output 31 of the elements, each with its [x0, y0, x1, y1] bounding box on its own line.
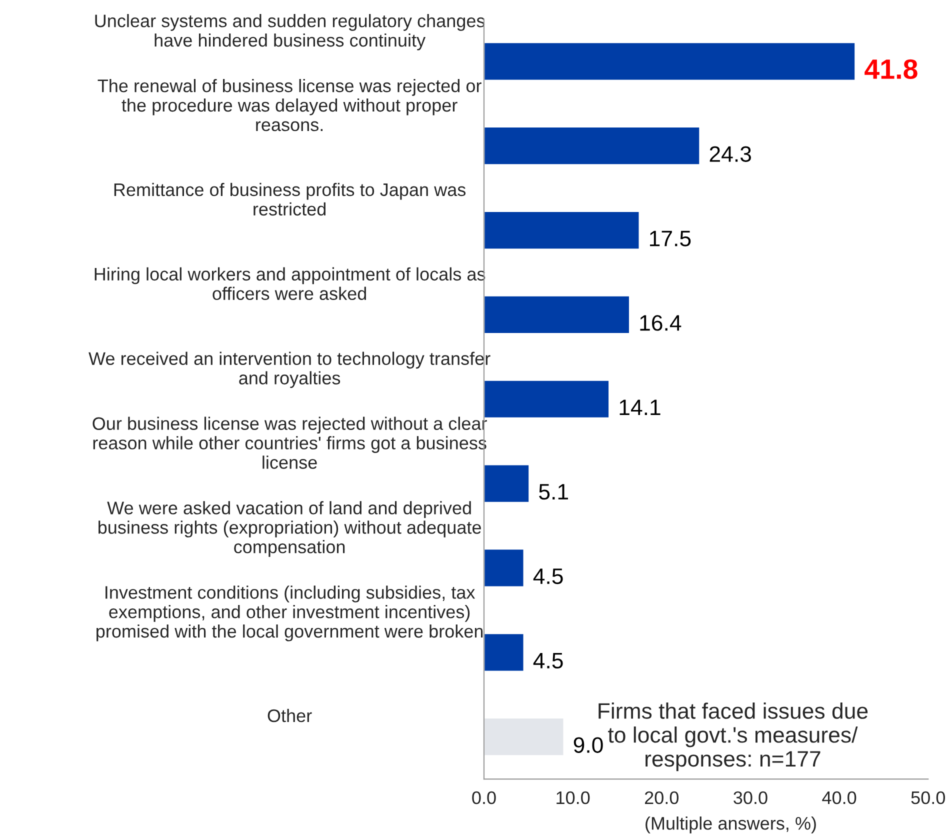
data-label: 5.1: [539, 484, 568, 500]
bar: [484, 42, 856, 82]
y-tick-label: Remittance of business profits to Japan was restricted: [114, 182, 466, 216]
y-tick-label: Unclear systems and sudden regulatory changes have hindered business continuity: [95, 14, 485, 50]
data-label: 17.5: [650, 230, 691, 246]
data-label: 14.1: [620, 400, 660, 416]
y-tick-label: Other: [268, 708, 312, 722]
bar: [484, 548, 525, 588]
bar: [484, 126, 701, 166]
bar: [484, 295, 630, 334]
x-tick-label: 0.0: [472, 791, 496, 804]
x-tick-label: 40.0: [822, 791, 856, 804]
data-label: 16.4: [640, 315, 682, 331]
y-tick-label: Our business license was rejected without a clear reason while other countries' firms got a business license: [92, 416, 487, 469]
data-label: 41.8: [864, 59, 918, 80]
data-label: 4.5: [533, 653, 563, 669]
x-tick-label: 20.0: [644, 791, 679, 804]
x-tick-label: 30.0: [734, 791, 768, 804]
bar: [484, 464, 530, 504]
data-label: 24.3: [710, 146, 751, 162]
y-tick-label: Investment conditions (including subsidies, tax exemptions, and other investment incentives) promised with the local government were broken: [96, 586, 483, 642]
x-tick-label: 10.0: [556, 791, 590, 804]
x-tick-label: 50.0: [911, 791, 945, 804]
y-tick-label: We were asked vacation of land and deprived business rights (expropriation) without adequate compensation: [98, 501, 481, 557]
bar: [484, 210, 640, 250]
data-label: 4.5: [533, 568, 563, 584]
bar: [484, 632, 525, 672]
y-tick-label: The renewal of business license was rejected or the procedure was delayed without proper reasons.: [98, 79, 482, 132]
bar: [484, 717, 565, 757]
y-tick-label: We received an intervention to technology transfer and royalties: [88, 352, 490, 388]
text: (Multiple answers, %): [646, 816, 816, 834]
